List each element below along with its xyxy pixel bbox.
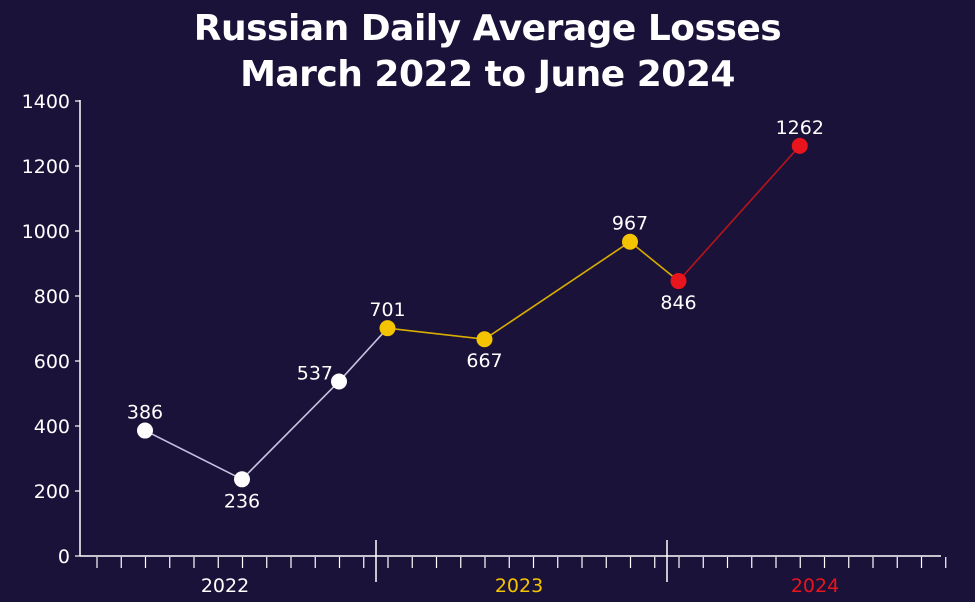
chart-title-line-1: Russian Daily Average Losses <box>193 8 782 49</box>
data-label: 386 <box>127 402 163 424</box>
year-label: 2022 <box>201 575 249 597</box>
data-point <box>476 331 493 348</box>
y-tick-label: 1200 <box>22 156 70 178</box>
data-label: 846 <box>660 292 696 314</box>
y-tick-label: 800 <box>34 286 70 308</box>
data-point <box>379 320 396 337</box>
line-segment <box>629 241 680 282</box>
data-label: 701 <box>369 299 405 321</box>
data-point <box>622 233 638 250</box>
line-segment <box>144 429 243 481</box>
data-point <box>791 137 808 154</box>
line-segment <box>677 145 801 282</box>
line-segment <box>241 380 340 480</box>
year-label: 2023 <box>495 575 543 597</box>
y-tick-label: 400 <box>34 416 70 438</box>
data-point <box>331 373 347 390</box>
line-segment <box>338 327 389 383</box>
data-label: 667 <box>466 350 502 372</box>
data-label: 236 <box>224 490 260 512</box>
data-label: 1262 <box>776 117 824 139</box>
y-tick-label: 1400 <box>22 91 70 113</box>
chart-title: Russian Daily Average Losses March 2022 … <box>0 6 975 98</box>
chart-title-line-2: March 2022 to June 2024 <box>240 54 735 95</box>
data-point <box>137 422 153 439</box>
data-point <box>234 471 250 488</box>
y-tick-label: 0 <box>58 546 70 568</box>
y-tick-label: 200 <box>34 481 70 503</box>
data-point <box>670 273 687 290</box>
line-segment <box>484 241 631 340</box>
y-tick-label: 1000 <box>22 221 70 243</box>
data-label: 967 <box>612 213 648 235</box>
year-label: 2024 <box>791 575 839 597</box>
y-tick-label: 600 <box>34 351 70 373</box>
line-segment <box>387 327 485 341</box>
data-label: 537 <box>297 362 333 384</box>
